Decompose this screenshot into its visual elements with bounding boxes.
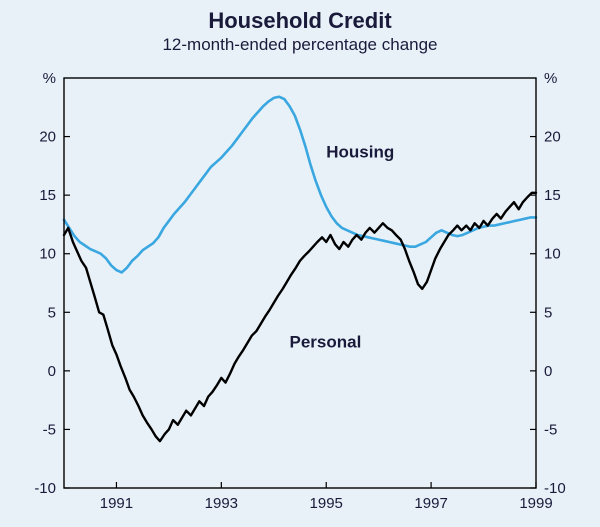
y-tick-label-right: 10 [544,246,561,263]
chart-title: Household Credit [208,8,392,33]
x-tick-label: 1995 [310,495,343,512]
x-tick-label: 1997 [414,495,447,512]
chart-container: Household Credit 12-month-ended percentag… [0,0,600,527]
y-unit-right: % [544,70,557,87]
y-tick-label-left: -5 [43,421,56,438]
x-tick-label: 1993 [205,495,238,512]
y-tick-label-right: 15 [544,187,561,204]
y-tick-label-left: -10 [34,480,56,497]
y-tick-label-right: 0 [544,363,552,380]
chart-background [0,0,600,527]
x-tick-label: 1991 [100,495,133,512]
y-tick-label-right: 20 [544,129,561,146]
y-tick-label-left: 10 [39,246,56,263]
y-tick-label-right: 5 [544,304,552,321]
series-label-personal: Personal [290,332,362,351]
y-tick-label-left: 0 [48,363,56,380]
series-label-housing: Housing [326,143,394,162]
y-tick-label-left: 5 [48,304,56,321]
chart-svg: Household Credit 12-month-ended percentag… [0,0,600,527]
y-unit-left: % [43,70,56,87]
y-tick-label-right: -5 [544,421,557,438]
chart-subtitle: 12-month-ended percentage change [162,35,437,54]
y-tick-label-left: 15 [39,187,56,204]
x-tick-label: 1999 [519,495,552,512]
y-tick-label-left: 20 [39,129,56,146]
